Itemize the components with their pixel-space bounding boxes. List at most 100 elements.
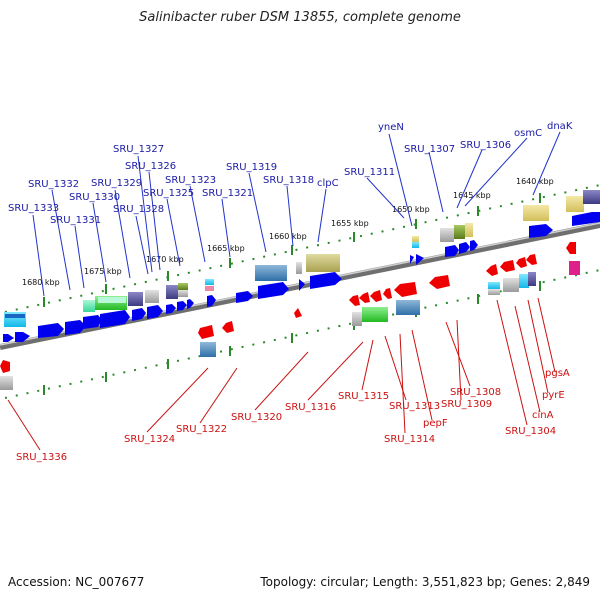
gene-label: SRU_1306 [460,140,511,151]
feature-cds [205,286,214,291]
scale-label: 1680 kbp [22,278,60,287]
gene-label: SRU_1313 [389,401,440,412]
feature-arrow [187,299,194,309]
gene-label: SRU_1329 [91,178,142,189]
gene-label: SRU_1331 [50,215,101,226]
feature-cds [255,265,287,281]
feature-cds [352,312,362,326]
feature-arrow [349,295,360,306]
feature-cds [205,279,214,285]
gene-label: SRU_1326 [125,161,176,172]
gene-label: osmC [514,128,542,139]
gene-label: clpC [317,178,339,189]
feature-arrow [166,304,176,314]
gene-label: SRU_1309 [441,399,492,410]
gene-label: SRU_1316 [285,402,336,413]
scale-label: 1655 kbp [331,219,369,228]
feature-cds [440,228,454,242]
feature-arrow [416,254,424,265]
scale-label: 1640 kbp [516,177,554,186]
gene-label: SRU_1324 [124,434,175,445]
feature-cds [5,314,25,318]
gene-label: SRU_1330 [69,192,120,203]
feature-arrow [459,242,470,254]
feature-arrow [100,310,130,328]
lower-gene-labels: SRU_1336 SRU_1324 SRU_1322 SRU_1320 SRU_… [16,368,570,463]
feature-cds [454,225,465,239]
feature-cds [465,223,473,237]
gene-label: SRU_1320 [231,412,282,423]
gene-label: cinA [532,410,554,421]
feature-cds [569,261,580,275]
feature-arrow [147,305,163,319]
feature-cds [503,278,519,292]
feature-cds [145,290,159,303]
reverse-strand-features [0,242,580,390]
gene-label: SRU_1318 [263,175,314,186]
gene-label: SRU_1319 [226,162,277,173]
feature-arrow [529,224,553,238]
gene-label: pepF [423,418,448,429]
gene-label: SRU_1314 [384,434,435,445]
scale-label: 1650 kbp [392,205,430,214]
gene-label: SRU_1327 [113,144,164,155]
feature-arrow [222,321,234,333]
upper-leader-lines [32,131,561,297]
feature-arrow [236,291,253,303]
feature-cds [98,297,126,303]
map-title: Salinibacter ruber DSM 13855, complete g… [139,10,461,25]
gene-label: SRU_1304 [505,426,556,437]
feature-arrow [177,301,187,311]
feature-arrow [65,320,86,335]
gene-label: SRU_1336 [16,452,67,463]
lower-scale-track [4,269,600,399]
feature-arrow [310,272,342,289]
feature-cds [412,242,419,248]
feature-cds [200,342,216,357]
scale-label: 1665 kbp [207,244,245,253]
scale-label: 1675 kbp [84,267,122,276]
upper-major-ticks [43,193,541,307]
gene-label: SRU_1325 [143,188,194,199]
feature-cds [566,196,584,212]
feature-arrow [394,282,417,297]
gene-label: SRU_1311 [344,167,395,178]
feature-arrow [132,308,146,321]
gene-label: SRU_1322 [176,424,227,435]
gene-label: SRU_1323 [165,175,216,186]
feature-arrow [370,290,382,302]
feature-arrow [445,245,459,257]
feature-arrow [38,323,64,338]
genome-summary-text: Topology: circular; Length: 3,551,823 bp… [260,575,590,589]
gene-label: SRU_1333 [8,203,59,214]
gene-label: SRU_1307 [404,144,455,155]
gene-label: yneN [378,122,404,133]
feature-arrow [572,212,600,226]
gene-label: dnaK [547,121,573,132]
feature-cds [296,262,302,274]
feature-cds [488,282,500,289]
feature-arrow [410,255,414,264]
gene-label: SRU_1308 [450,387,501,398]
feature-arrow [207,295,216,307]
feature-arrow [359,292,370,303]
feature-cds [178,283,188,290]
feature-cds [488,289,500,295]
feature-cds [0,376,13,390]
feature-cds [128,292,143,306]
feature-cds [178,290,188,297]
feature-arrow [294,308,302,318]
feature-arrow [83,315,102,329]
gene-label: SRU_1328 [113,204,164,215]
scale-label: 1660 kbp [269,232,307,241]
feature-arrow [3,334,14,342]
feature-cds [362,307,388,322]
upper-scale-track [4,184,600,313]
feature-arrow [299,279,305,291]
feature-cds [306,254,340,272]
gene-label: pyrE [542,390,565,401]
feature-arrow [470,240,478,251]
lower-leader-lines [7,297,556,451]
feature-arrow [500,260,515,272]
